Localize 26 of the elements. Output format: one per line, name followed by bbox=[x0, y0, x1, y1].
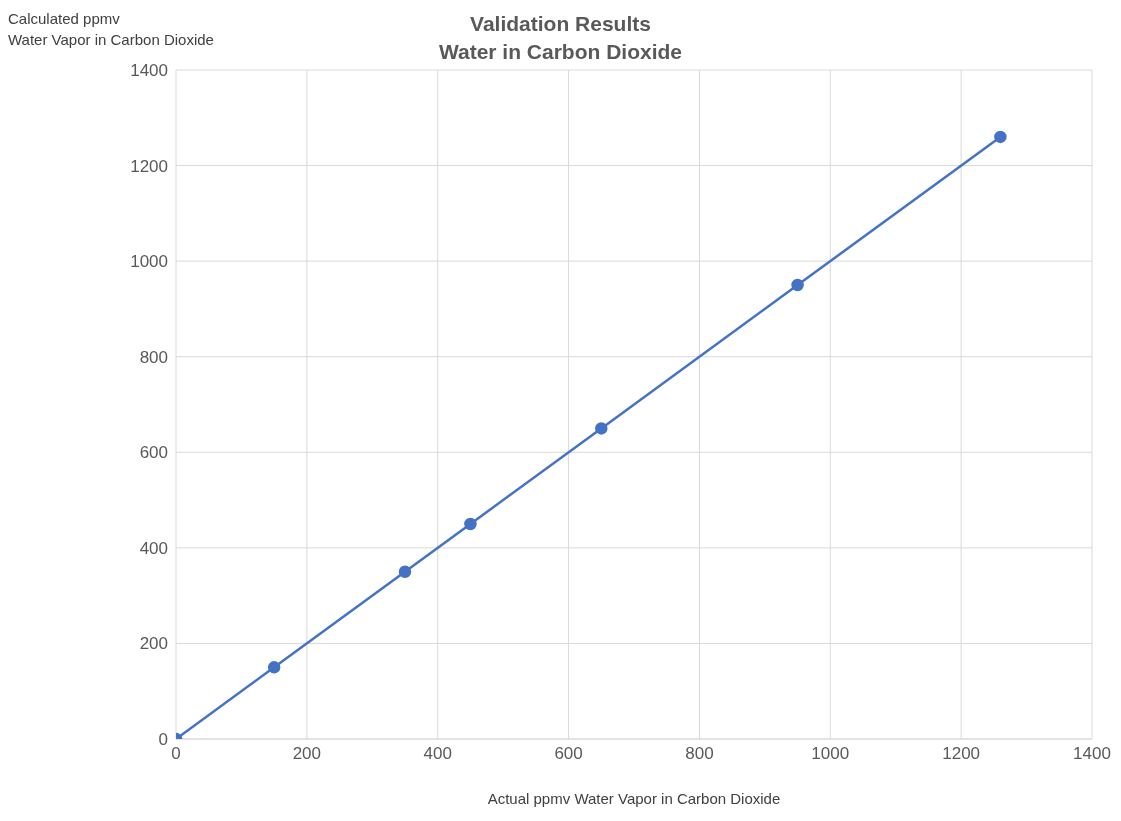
y-axis-title: Calculated ppmv Water Vapor in Carbon Dioxide bbox=[8, 9, 214, 50]
x-tick-label: 400 bbox=[423, 744, 452, 764]
chart-title: Validation Results bbox=[470, 12, 651, 35]
point bbox=[267, 661, 281, 674]
y-tick-label: 1000 bbox=[130, 252, 168, 272]
x-tick-label: 1400 bbox=[1073, 744, 1111, 764]
x-tick-label: 800 bbox=[685, 744, 714, 764]
x-tick-label: 1000 bbox=[811, 744, 850, 764]
y-tick-label: 600 bbox=[139, 443, 168, 463]
point bbox=[398, 565, 412, 578]
point bbox=[464, 517, 477, 531]
x-tick-label: 1200 bbox=[942, 744, 981, 764]
chart-subtitle: Water in Carbon Dioxide bbox=[438, 40, 683, 63]
y-tick-label: 0 bbox=[158, 730, 168, 750]
y-tick-label: 1400 bbox=[130, 61, 168, 81]
point bbox=[595, 422, 608, 435]
y-tick-label: 400 bbox=[139, 538, 168, 558]
point bbox=[791, 278, 804, 292]
y-tick-label: 1200 bbox=[130, 156, 168, 176]
x-tick-label: 600 bbox=[554, 744, 583, 764]
x-axis-title: Actual ppmv Water Vapor in Carbon Dioxide bbox=[486, 790, 782, 807]
point bbox=[994, 130, 1007, 144]
y-tick-label: 800 bbox=[139, 347, 168, 367]
x-tick-label: 200 bbox=[292, 744, 322, 764]
x-tick-label: 0 bbox=[171, 744, 181, 764]
y-tick-label: 200 bbox=[139, 634, 168, 654]
